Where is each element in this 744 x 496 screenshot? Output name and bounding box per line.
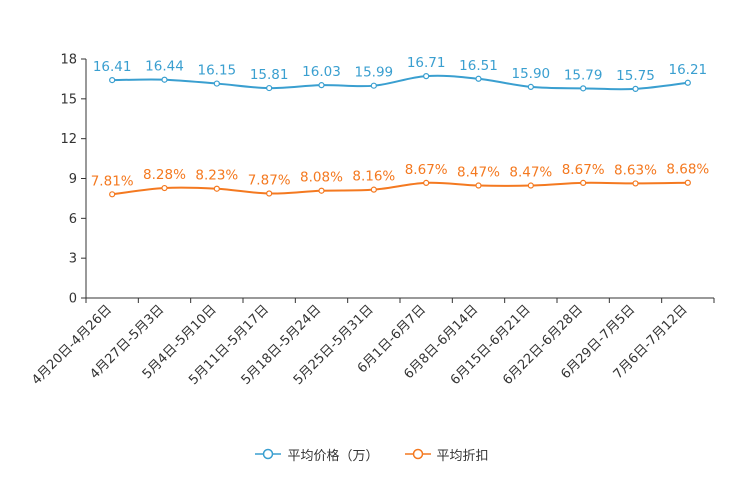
data-label: 8.47% — [509, 165, 552, 181]
data-point — [475, 75, 482, 82]
data-label: 15.81 — [250, 67, 289, 83]
data-label: 8.63% — [614, 162, 657, 178]
data-label: 7.87% — [248, 173, 291, 189]
data-label: 16.71 — [407, 55, 446, 71]
data-label: 15.79 — [564, 67, 603, 83]
data-label: 15.90 — [512, 66, 551, 82]
y-tick-label: 6 — [69, 212, 77, 227]
data-point — [423, 73, 430, 80]
data-label: 8.08% — [300, 170, 343, 186]
legend-discount-marker-icon — [404, 448, 431, 460]
y-tick-label: 9 — [69, 172, 77, 187]
data-point — [266, 190, 273, 197]
legend-price-marker-icon — [255, 448, 282, 460]
legend-discount-label: 平均折扣 — [436, 448, 489, 464]
y-tick-label: 3 — [69, 252, 77, 267]
data-label: 8.28% — [143, 167, 186, 183]
data-label: 8.23% — [195, 168, 238, 184]
data-label: 7.81% — [91, 173, 134, 189]
data-point — [318, 82, 325, 89]
data-point — [370, 82, 377, 89]
data-label: 8.67% — [562, 162, 605, 178]
data-point — [632, 85, 639, 92]
data-label: 15.99 — [355, 65, 394, 81]
data-label: 16.44 — [145, 59, 184, 75]
data-point — [213, 185, 220, 192]
data-point — [632, 180, 639, 187]
data-label: 8.16% — [352, 169, 395, 185]
data-point — [475, 182, 482, 189]
data-point — [318, 187, 325, 194]
data-label: 8.67% — [405, 162, 448, 178]
data-point — [161, 76, 168, 83]
legend-item-price[interactable]: 平均价格（万） — [255, 445, 379, 464]
data-point — [527, 83, 534, 90]
data-point — [423, 179, 430, 186]
data-label: 16.41 — [93, 59, 132, 75]
data-point — [527, 182, 534, 189]
data-label: 15.75 — [616, 68, 655, 84]
legend: 平均价格（万） 平均折扣 — [0, 444, 744, 464]
data-point — [370, 186, 377, 193]
y-tick-label: 15 — [60, 92, 77, 107]
data-label: 8.68% — [666, 162, 709, 178]
series-line-1 — [112, 181, 688, 196]
series-line-0 — [112, 74, 688, 91]
data-point — [266, 84, 273, 92]
data-point — [109, 191, 116, 198]
data-point — [580, 179, 587, 186]
data-label: 16.15 — [198, 63, 237, 79]
data-point — [580, 85, 587, 92]
data-label: 8.47% — [457, 165, 500, 181]
legend-item-discount[interactable]: 平均折扣 — [404, 445, 489, 464]
data-point — [109, 77, 116, 84]
data-point — [684, 79, 691, 86]
y-tick-label: 0 — [69, 292, 77, 307]
legend-price-label: 平均价格（万） — [287, 448, 379, 464]
y-tick-label: 18 — [60, 53, 77, 68]
data-point — [161, 184, 168, 192]
y-tick-label: 12 — [60, 132, 77, 147]
data-label: 16.51 — [459, 58, 498, 74]
data-label: 16.21 — [669, 62, 708, 78]
data-point — [684, 179, 691, 186]
data-label: 16.03 — [302, 64, 341, 80]
data-point — [213, 80, 220, 87]
